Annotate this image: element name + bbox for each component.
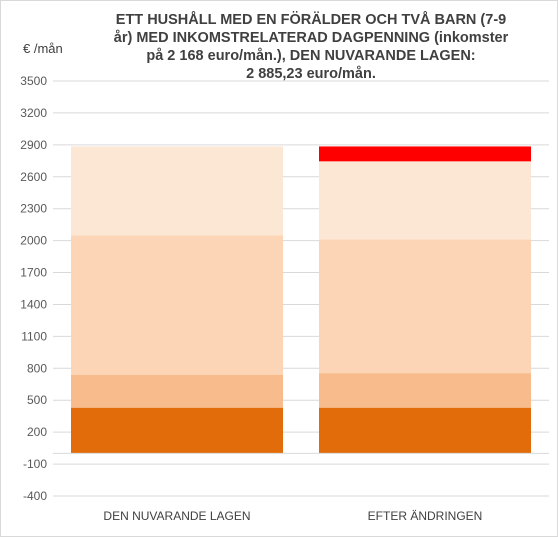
y-tick-label: -400 bbox=[23, 489, 47, 503]
x-category-label: DEN NUVARANDE LAGEN bbox=[103, 509, 250, 523]
bar-segment bbox=[71, 235, 283, 375]
y-tick-label: 500 bbox=[27, 393, 47, 407]
chart-title-line-1: ETT HUSHÅLL MED EN FÖRÄLDER OCH TVÅ BARN… bbox=[115, 12, 507, 28]
bar-segment bbox=[71, 146, 283, 236]
bar-segment bbox=[71, 407, 283, 454]
y-tick-label: 200 bbox=[27, 425, 47, 439]
y-tick-label: 2300 bbox=[20, 202, 47, 216]
y-axis-unit-label: € /mån bbox=[23, 41, 63, 56]
y-tick-label: 1400 bbox=[20, 297, 47, 311]
y-tick-label: 2000 bbox=[20, 234, 47, 248]
y-tick-label: -100 bbox=[23, 457, 47, 471]
bar-segment bbox=[319, 373, 531, 408]
chart-title-line-3: på 2 168 euro/mån.), DEN NUVARANDE LAGEN… bbox=[146, 48, 476, 64]
y-tick-label: 800 bbox=[27, 361, 47, 375]
bar-segment bbox=[319, 407, 531, 454]
y-tick-label: 1100 bbox=[21, 329, 47, 343]
bar-segment bbox=[319, 146, 531, 162]
chart-title-line-2: år) MED INKOMSTRELATERAD DAGPENNING (ink… bbox=[113, 30, 509, 46]
bar-segment bbox=[71, 374, 283, 408]
y-tick-label: 2900 bbox=[20, 138, 47, 152]
y-tick-label: 2600 bbox=[20, 170, 47, 184]
y-tick-label: 1700 bbox=[20, 266, 47, 280]
bar-segment bbox=[319, 161, 531, 240]
y-tick-label: 3500 bbox=[20, 74, 47, 88]
chart-title-line-4: 2 885,23 euro/mån. bbox=[246, 66, 376, 82]
chart-title: ETT HUSHÅLL MED EN FÖRÄLDER OCH TVÅ BARN… bbox=[81, 11, 541, 83]
y-tick-label: 3200 bbox=[20, 106, 47, 120]
x-category-label: EFTER ÄNDRINGEN bbox=[368, 509, 483, 523]
bar-segment bbox=[319, 239, 531, 374]
